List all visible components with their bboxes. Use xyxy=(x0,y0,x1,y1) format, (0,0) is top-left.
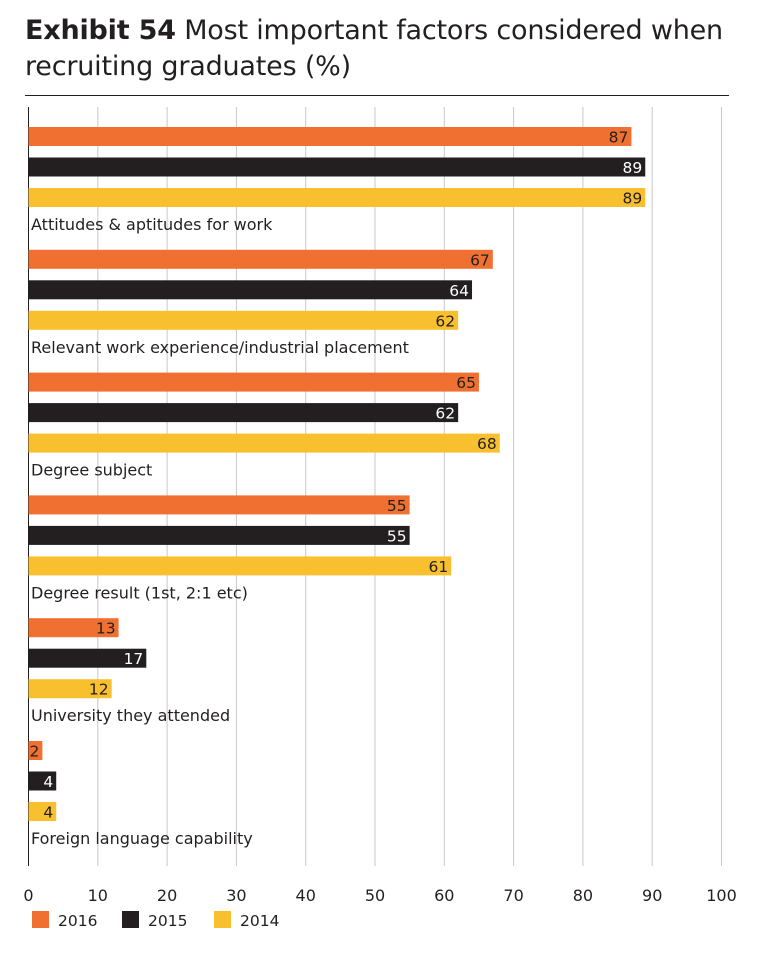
data-label: 62 xyxy=(435,312,455,330)
bar xyxy=(28,556,452,576)
bar xyxy=(28,310,459,330)
x-tick-label: 90 xyxy=(642,886,662,905)
data-label: 13 xyxy=(96,620,116,638)
bar xyxy=(28,372,479,392)
data-label: 89 xyxy=(623,159,643,177)
data-label: 12 xyxy=(89,681,109,699)
legend-label: 2015 xyxy=(148,912,187,930)
bar xyxy=(28,802,57,821)
gridlines xyxy=(28,107,722,866)
data-label: 62 xyxy=(435,405,455,423)
bar xyxy=(28,433,500,453)
bar xyxy=(28,249,493,269)
x-tick-label: 10 xyxy=(88,886,108,905)
data-label: 2 xyxy=(29,743,39,761)
data-label: 64 xyxy=(449,282,469,300)
bar xyxy=(28,525,410,545)
category-label: Degree subject xyxy=(31,461,152,480)
bar xyxy=(28,157,646,177)
x-tick-label: 100 xyxy=(706,886,737,905)
data-label: 68 xyxy=(477,435,497,453)
bar xyxy=(28,771,57,791)
bar xyxy=(28,403,459,423)
data-label: 61 xyxy=(428,558,448,576)
bar xyxy=(28,127,632,146)
data-label: 87 xyxy=(609,129,629,147)
chart-title: Exhibit 54 Most important factors consid… xyxy=(25,13,735,85)
data-label: 4 xyxy=(43,804,53,822)
data-label: 55 xyxy=(387,497,407,515)
x-tick-label: 50 xyxy=(365,886,385,905)
category-label: Attitudes & aptitudes for work xyxy=(31,215,273,234)
category-label: Degree result (1st, 2:1 etc) xyxy=(31,583,248,602)
x-axis: 0 10 20 30 40 50 60 70 80 90 100 xyxy=(23,886,736,905)
bar xyxy=(28,280,473,300)
data-label: 89 xyxy=(623,190,643,208)
legend-label: 2014 xyxy=(240,912,279,930)
legend-swatch xyxy=(32,911,49,928)
exhibit-title: Most important factors considered when r… xyxy=(25,15,723,82)
data-label: 65 xyxy=(456,374,476,392)
legend: 2016 2015 2014 xyxy=(32,911,279,930)
category-label: Relevant work experience/industrial plac… xyxy=(31,338,409,357)
bar xyxy=(28,741,43,760)
data-label: 67 xyxy=(470,251,490,269)
title-rule xyxy=(25,95,729,96)
bar xyxy=(28,648,147,668)
data-label: 17 xyxy=(124,650,144,668)
bar-series: 87 89 89 Attitudes & aptitudes for work 6764… xyxy=(28,127,646,848)
bar xyxy=(28,618,119,638)
legend-swatch xyxy=(122,911,139,928)
legend-swatch xyxy=(214,911,231,928)
data-label: 4 xyxy=(43,773,53,791)
exhibit-number: Exhibit 54 xyxy=(25,15,176,46)
x-tick-label: 60 xyxy=(434,886,454,905)
data-label: 55 xyxy=(387,527,407,545)
x-tick-label: 80 xyxy=(573,886,593,905)
category-label: University they attended xyxy=(31,706,230,725)
bar xyxy=(28,679,112,699)
x-tick-label: 70 xyxy=(503,886,523,905)
bar xyxy=(28,188,646,207)
x-tick-label: 40 xyxy=(296,886,316,905)
x-tick-label: 20 xyxy=(157,886,177,905)
legend-label: 2016 xyxy=(58,912,97,930)
category-label: Foreign language capability xyxy=(31,829,253,848)
x-tick-label: 0 xyxy=(23,886,33,905)
bar xyxy=(28,495,410,515)
x-tick-label: 30 xyxy=(226,886,246,905)
